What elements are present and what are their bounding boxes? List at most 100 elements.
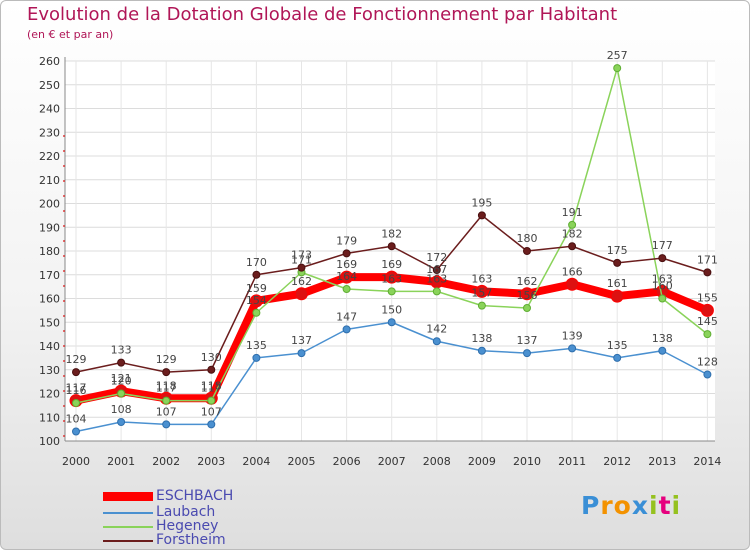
axis-dot (63, 300, 65, 302)
data-label-forstheim-2000: 129 (66, 353, 87, 366)
chart-title: Evolution de la Dotation Globale de Fonc… (27, 4, 618, 25)
data-label-laubach-2008: 142 (426, 322, 447, 335)
point-hegeney-2006 (342, 285, 351, 293)
point-hegeney-2001 (117, 389, 126, 398)
y-tick-label-200: 200 (39, 198, 60, 211)
logo-letter: P (581, 491, 601, 520)
point-laubach-2001 (117, 418, 126, 426)
point-hegeney-2014 (703, 330, 712, 339)
point-laubach-2003 (207, 420, 216, 429)
data-label-laubach-2004: 135 (246, 339, 267, 352)
point-eschbach-2014 (700, 303, 714, 317)
x-tick-label-2006: 2006 (333, 455, 361, 468)
data-label-hegeney-2008: 163 (426, 272, 447, 285)
point-forstheim-2002 (162, 368, 171, 377)
point-eschbach-2006 (340, 270, 354, 284)
point-forstheim-2000 (72, 368, 80, 377)
point-forstheim-2014 (703, 268, 712, 277)
point-hegeney-2003 (207, 396, 216, 405)
data-label-hegeney-2011: 191 (562, 206, 583, 219)
logo-letter: i (649, 491, 659, 520)
proxiti-logo: Proxiti (581, 491, 681, 520)
axis-dot (63, 360, 65, 362)
point-hegeney-2007 (387, 287, 396, 296)
data-label-forstheim-2014: 171 (697, 253, 718, 266)
axis-dot (63, 135, 65, 137)
point-laubach-2007 (387, 318, 396, 327)
data-label-hegeney-2000: 116 (66, 384, 87, 397)
data-label-eschbach-2013: 163 (652, 272, 673, 285)
x-tick-label-2001: 2001 (107, 455, 135, 468)
point-forstheim-2003 (207, 365, 216, 374)
y-tick-label-210: 210 (39, 174, 60, 187)
point-hegeney-2004 (252, 308, 261, 317)
y-tick-label-120: 120 (39, 388, 60, 401)
data-label-forstheim-2004: 170 (246, 256, 267, 269)
data-label-hegeney-2013: 160 (652, 280, 673, 293)
y-tick-label-150: 150 (39, 316, 60, 329)
point-laubach-2000 (72, 427, 80, 436)
data-label-eschbach-2005: 162 (291, 275, 312, 288)
logo-letter: t (658, 491, 672, 520)
x-tick-label-2003: 2003 (197, 455, 225, 468)
data-label-hegeney-2012: 257 (607, 49, 628, 62)
legend-swatch-eschbach (103, 492, 153, 501)
y-tick-label-140: 140 (39, 340, 60, 353)
data-label-laubach-2013: 138 (652, 332, 673, 345)
point-laubach-2009 (477, 346, 486, 355)
legend-label-forstheim: Forstheim (156, 532, 226, 548)
point-laubach-2011 (568, 344, 577, 353)
y-tick-label-170: 170 (39, 269, 60, 282)
y-tick-label-240: 240 (39, 103, 60, 116)
x-tick-label-2012: 2012 (603, 455, 631, 468)
y-tick-label-230: 230 (39, 126, 60, 139)
y-tick-label-220: 220 (39, 150, 60, 163)
x-tick-label-2007: 2007 (378, 455, 406, 468)
data-label-forstheim-2003: 130 (201, 351, 222, 364)
point-forstheim-2006 (342, 249, 351, 258)
axis-dot (63, 315, 65, 317)
point-eschbach-2005 (295, 287, 308, 301)
data-label-forstheim-2009: 195 (471, 196, 492, 209)
axis-dot (63, 165, 65, 167)
y-tick-label-260: 260 (39, 55, 60, 68)
point-forstheim-2013 (658, 254, 667, 263)
data-label-forstheim-2002: 129 (156, 353, 177, 366)
data-label-forstheim-2013: 177 (652, 239, 673, 252)
legend-swatch-forstheim (103, 540, 153, 542)
point-eschbach-2012 (610, 289, 624, 303)
point-laubach-2012 (613, 353, 622, 362)
data-label-eschbach-2004: 159 (246, 282, 267, 295)
data-label-laubach-2011: 139 (562, 329, 583, 342)
point-laubach-2004 (252, 353, 261, 362)
x-tick-label-2002: 2002 (152, 455, 180, 468)
point-laubach-2006 (342, 325, 351, 334)
axis-dot (63, 405, 65, 407)
data-label-hegeney-2001: 120 (111, 375, 132, 388)
data-label-forstheim-2001: 133 (111, 344, 132, 357)
point-laubach-2010 (523, 349, 531, 358)
logo-letter: x (631, 491, 649, 520)
legend-label-hegeney: Hegeney (156, 518, 219, 534)
axis-dot (63, 210, 65, 212)
point-hegeney-2012 (613, 64, 622, 73)
data-label-hegeney-2014: 145 (697, 315, 718, 328)
data-label-forstheim-2008: 172 (426, 251, 447, 264)
x-tick-label-2014: 2014 (693, 455, 721, 468)
data-label-hegeney-2005: 171 (291, 253, 312, 266)
data-label-eschbach-2009: 163 (471, 272, 492, 285)
data-label-eschbach-2014: 155 (697, 291, 718, 304)
data-label-hegeney-2004: 154 (246, 294, 267, 307)
chart-subtitle: (en € et par an) (27, 28, 114, 41)
x-tick-label-2000: 2000 (62, 455, 90, 468)
x-tick-label-2013: 2013 (648, 455, 676, 468)
data-label-hegeney-2006: 164 (336, 270, 357, 283)
data-label-hegeney-2010: 156 (517, 289, 538, 302)
y-tick-label-110: 110 (39, 411, 60, 424)
axis-dot (63, 225, 65, 227)
data-label-hegeney-2007: 163 (381, 272, 402, 285)
point-hegeney-2009 (477, 301, 486, 310)
axis-dot (63, 330, 65, 332)
